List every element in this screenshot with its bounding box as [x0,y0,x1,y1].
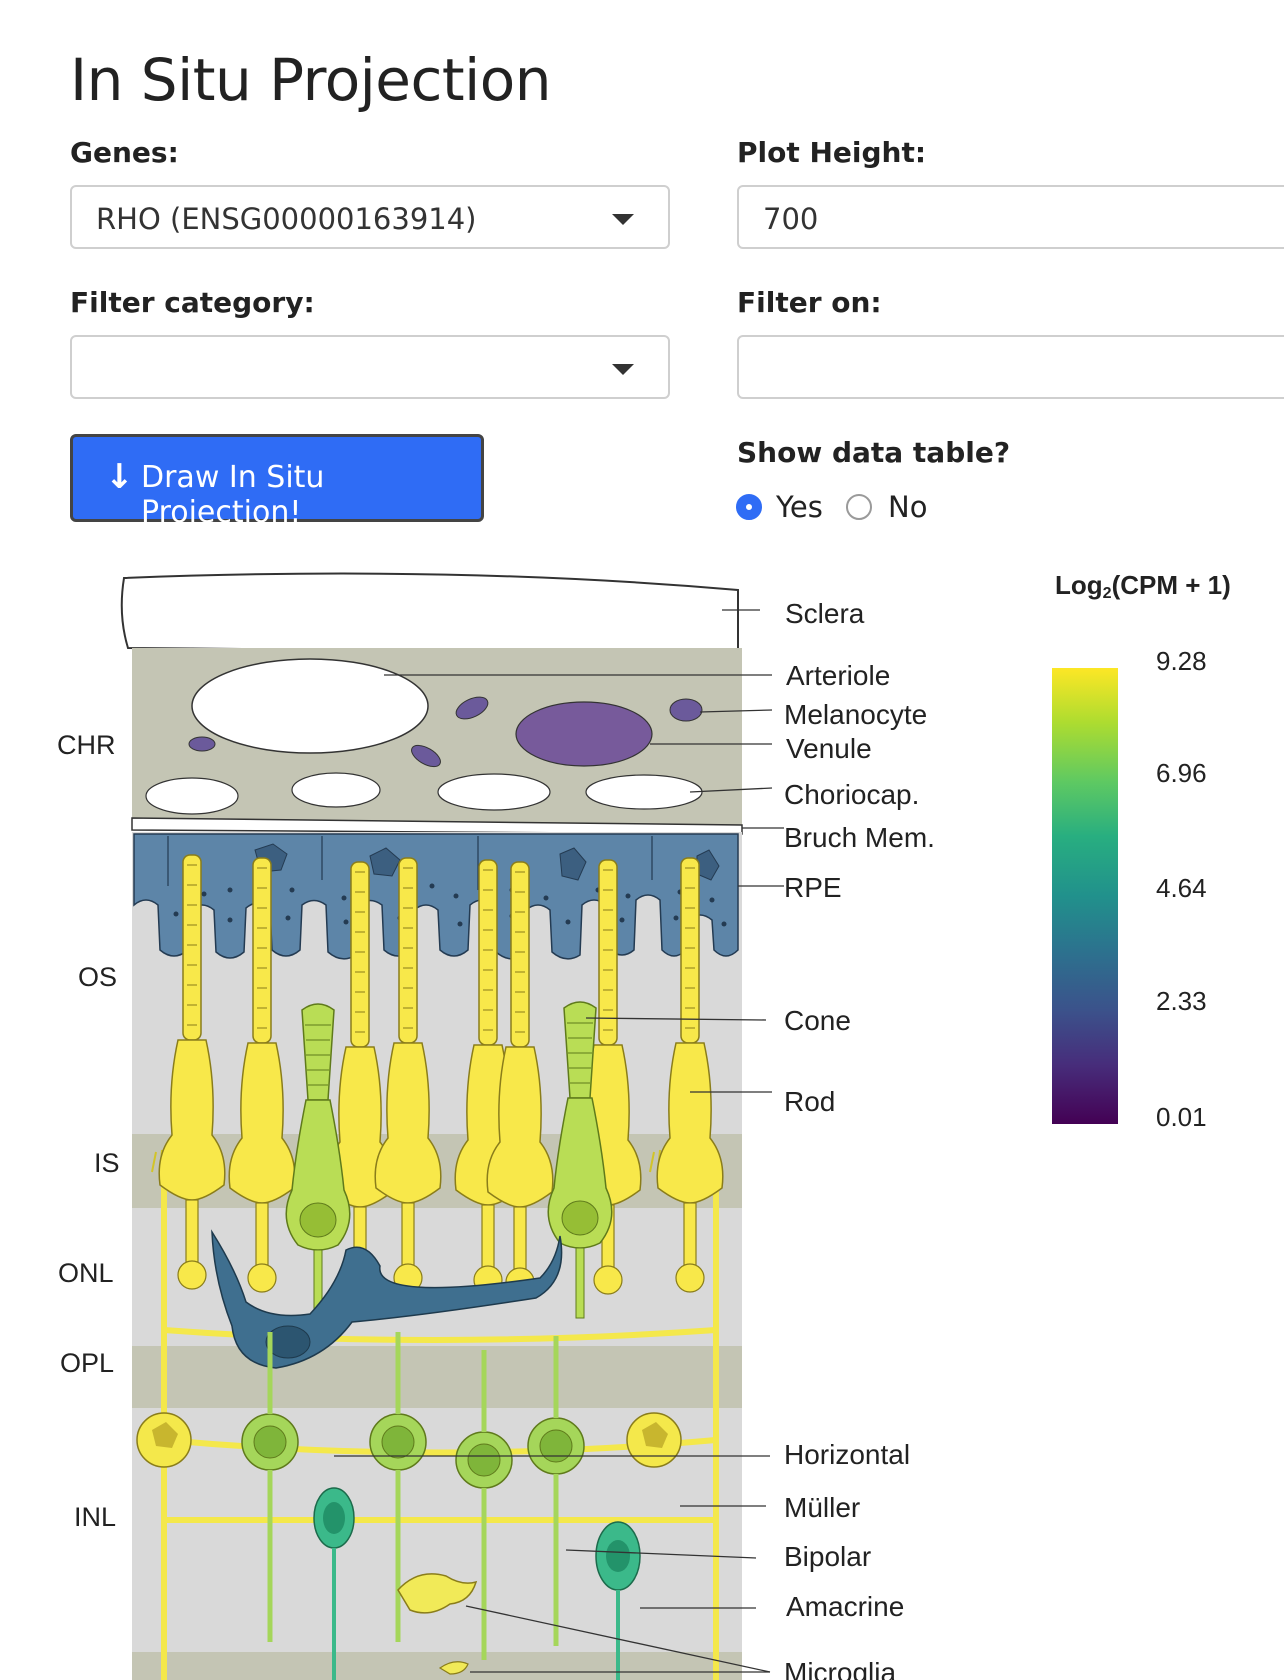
venule [515,701,653,767]
plot-height-value: 700 [763,202,819,236]
label-sclera: Sclera [785,598,865,629]
label-venule: Venule [786,733,872,764]
legend-tick-min: 0.01 [1156,1102,1207,1132]
layer-label-opl: OPL [60,1348,114,1378]
page-title: In Situ Projection [70,46,551,114]
label-rpe: RPE [784,872,842,903]
genes-select[interactable]: RHO (ENSG00000163914) [70,185,670,249]
melanocyte [669,698,703,722]
layer-label-chr: CHR [57,730,116,760]
radio-yes[interactable] [736,494,762,520]
filter-on-input[interactable] [737,335,1284,399]
genes-label: Genes: [70,136,179,169]
label-muller: Müller [784,1492,860,1523]
plot-height-select[interactable]: 700 [737,185,1284,249]
layer-label-onl: ONL [58,1258,114,1288]
legend-title: Log2(CPM + 1) [1055,570,1231,602]
arrow-down-icon: ↓ [105,457,134,497]
layer-label-inl: INL [74,1502,116,1532]
radio-no-label: No [888,490,928,524]
radio-no[interactable] [846,494,872,520]
filter-category-select[interactable] [70,335,670,399]
legend-title-prefix: Log [1055,570,1103,600]
chevron-down-icon [612,364,634,375]
label-horizontal: Horizontal [784,1439,910,1470]
legend-colorbar [1052,668,1118,1124]
label-bruch: Bruch Mem. [784,822,935,853]
label-cone: Cone [784,1005,851,1036]
show-table-label: Show data table? [737,436,1011,469]
label-choriocap: Choriocap. [784,779,919,810]
legend-tick-4: 2.33 [1156,986,1207,1016]
label-bipolar: Bipolar [784,1541,871,1572]
muller-somata [136,1412,682,1468]
draw-projection-button[interactable]: ↓ Draw In Situ Projection! [70,434,484,530]
amacrine-cells [313,1487,641,1680]
plot-height-label: Plot Height: [737,136,927,169]
filter-category-label: Filter category: [70,286,315,319]
layer-label-os: OS [78,962,117,992]
cell-labels: Sclera Arteriole Melanocyte Venule Chori… [784,598,935,1680]
color-legend: Log2(CPM + 1) 9.28 6.96 4.64 2.33 0.01 [1052,570,1231,1132]
chevron-down-icon [612,214,634,225]
legend-tick-max: 9.28 [1156,646,1207,676]
label-rod: Rod [784,1086,835,1117]
layer-labels: CHR OS IS ONL OPL INL [57,730,120,1532]
legend-title-subscript: 2 [1103,585,1112,602]
label-arteriole: Arteriole [786,660,890,691]
layer-label-is: IS [94,1148,120,1178]
label-melanocyte: Melanocyte [784,699,927,730]
label-amacrine: Amacrine [786,1591,904,1622]
filter-on-label: Filter on: [737,286,882,319]
legend-tick-3: 4.64 [1156,873,1207,903]
legend-title-suffix: (CPM + 1) [1112,570,1231,600]
sclera [120,572,739,662]
label-microglia: Microglia [784,1657,896,1680]
choriocapillaris [145,777,239,815]
legend-tick-2: 6.96 [1156,758,1207,788]
microglia [397,1573,478,1614]
draw-projection-button-label: Draw In Situ Projection! [141,460,325,530]
radio-yes-label: Yes [776,490,823,524]
arteriole [191,658,429,754]
genes-select-value: RHO (ENSG00000163914) [96,202,477,236]
retina-diagram: CHR OS IS ONL OPL INL Sclera Arteriole M… [57,570,1231,1680]
